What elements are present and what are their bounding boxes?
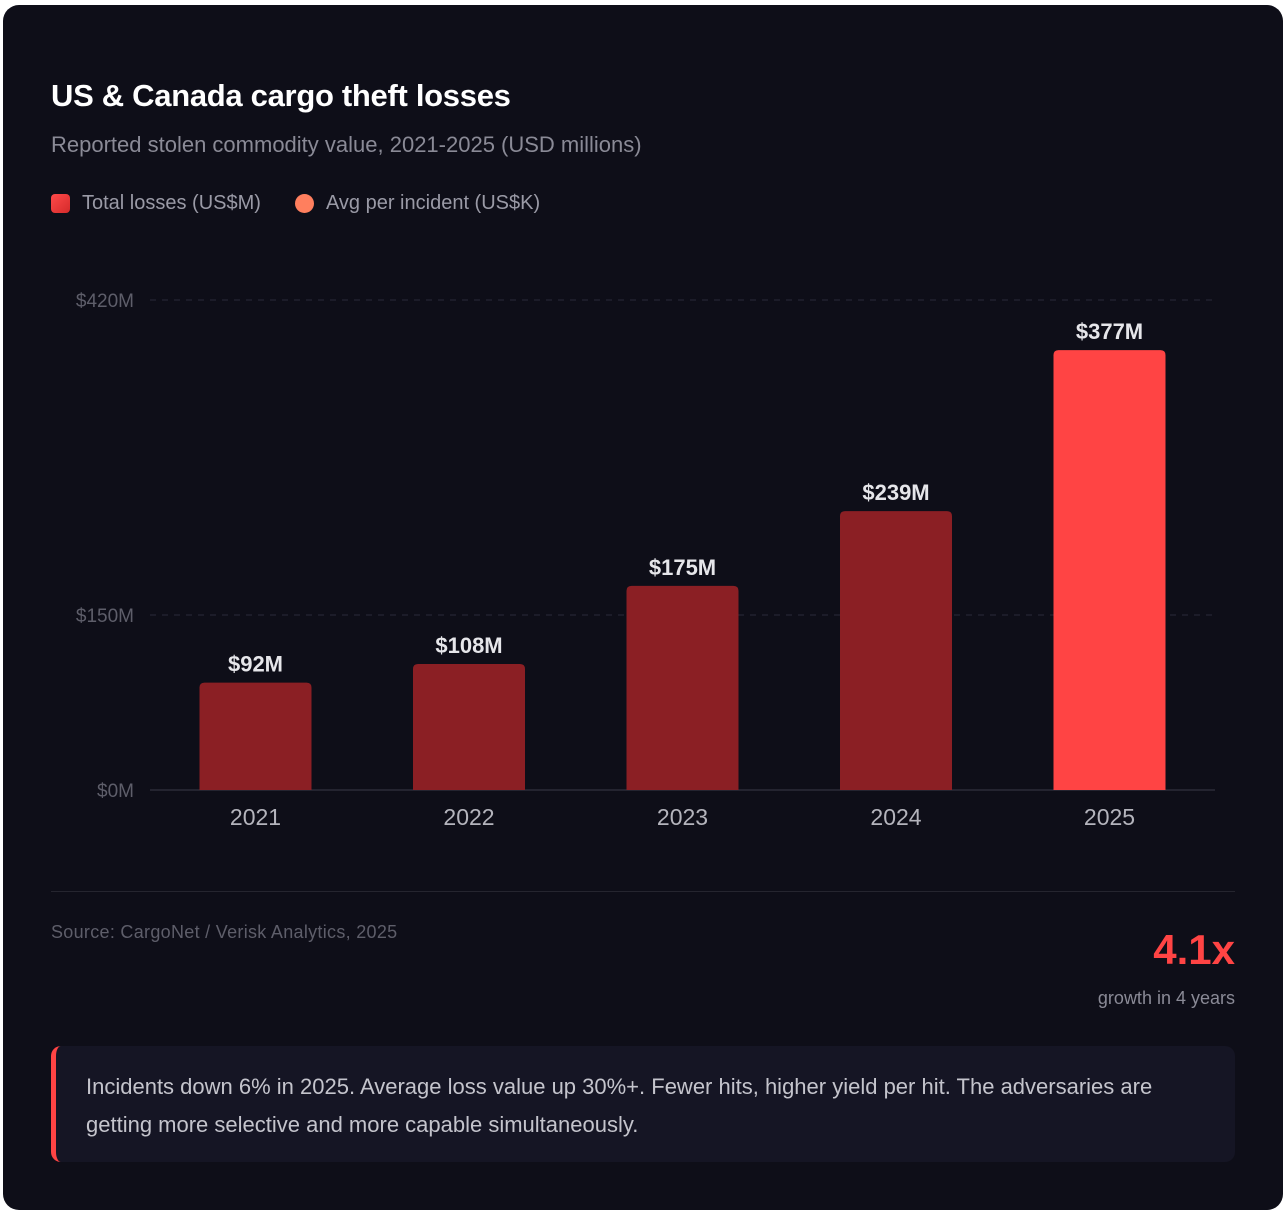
divider bbox=[51, 891, 1235, 892]
data-label: $92M bbox=[228, 652, 283, 677]
data-label: $175M bbox=[649, 555, 716, 580]
data-label: $377M bbox=[1076, 319, 1143, 344]
growth-stat-label: growth in 4 years bbox=[1097, 988, 1235, 1008]
legend-swatch-total bbox=[51, 194, 70, 213]
bar-2021 bbox=[199, 682, 312, 790]
legend-label-avg: Avg per incident (US$K) bbox=[325, 192, 541, 214]
bar-chart: $0M $150M $420M $92M 2021 $108M 2022 $175M 2023 $… bbox=[76, 291, 1215, 830]
chart-subtitle: Reported stolen commodity value, 2021-20… bbox=[51, 132, 642, 157]
x-tick-label: 2023 bbox=[657, 804, 708, 830]
data-label: $108M bbox=[435, 633, 502, 658]
chart-title: US & Canada cargo theft losses bbox=[51, 78, 511, 113]
x-tick-label: 2022 bbox=[443, 804, 494, 830]
bar-2025 bbox=[1053, 350, 1166, 790]
legend: Total losses (US$M) Avg per incident (US… bbox=[51, 192, 540, 215]
bar-2022 bbox=[413, 664, 525, 790]
legend-swatch-avg bbox=[294, 194, 314, 213]
x-tick-label: 2021 bbox=[230, 804, 281, 830]
data-label: $239M bbox=[862, 480, 929, 505]
x-tick-label: 2025 bbox=[1084, 804, 1135, 830]
y-tick-label: $0M bbox=[97, 781, 134, 802]
growth-stat: 4.1x bbox=[1153, 926, 1235, 973]
x-tick-label: 2024 bbox=[870, 804, 921, 830]
source-text: Source: CargoNet / Verisk Analytics, 202… bbox=[51, 922, 398, 942]
bar-2024 bbox=[840, 511, 952, 790]
y-tick-label: $420M bbox=[76, 291, 134, 312]
legend-label-total: Total losses (US$M) bbox=[82, 192, 261, 214]
insight-callout: Incidents down 6% in 2025. Average loss … bbox=[51, 1046, 1235, 1162]
y-tick-label: $150M bbox=[76, 606, 134, 627]
bar-2023 bbox=[626, 585, 739, 790]
